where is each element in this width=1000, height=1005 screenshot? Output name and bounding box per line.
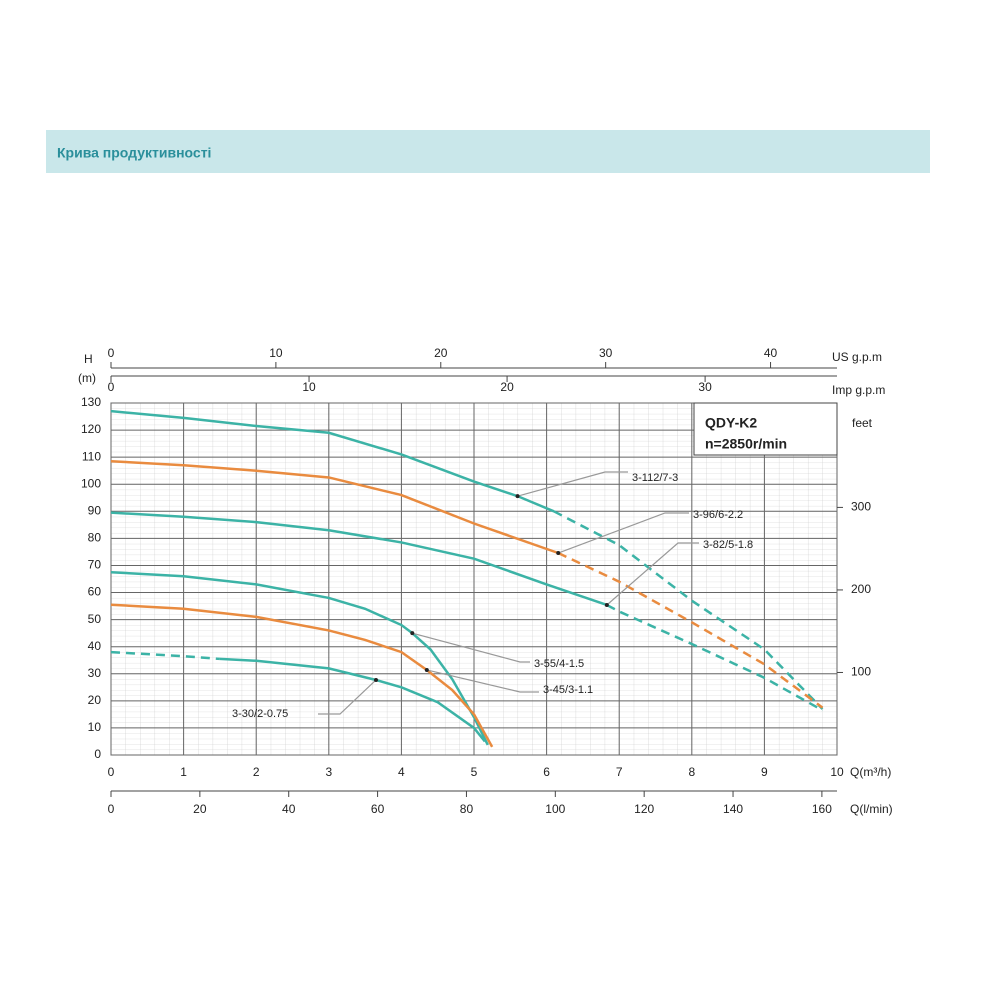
chart-title: QDY-K2 — [705, 415, 757, 431]
tick-label: 0 — [108, 802, 115, 816]
legend-label: 3-45/3-1.1 — [543, 684, 593, 696]
tick-label: 40 — [282, 802, 296, 816]
series-line — [110, 511, 608, 607]
title-box — [693, 402, 838, 456]
y-tick-label: 120 — [81, 422, 101, 436]
tick-label: 30 — [599, 346, 613, 360]
tick-label: 300 — [851, 500, 871, 514]
x-tick-label: 8 — [688, 765, 695, 779]
tick-label: 20 — [434, 346, 448, 360]
tick-label: 100 — [851, 665, 871, 679]
y-axis-label: (m) — [78, 371, 96, 385]
l-min-label: Q(l/min) — [850, 802, 893, 816]
series-line — [553, 510, 824, 710]
anchor-dot — [410, 631, 415, 636]
tick-label: 20 — [193, 802, 207, 816]
tick-label: 0 — [108, 380, 115, 394]
series-line — [219, 657, 486, 743]
grid — [110, 402, 838, 756]
tick-label: 80 — [460, 802, 474, 816]
leader-line — [606, 542, 699, 606]
series-line — [110, 650, 220, 661]
series-line — [110, 570, 489, 746]
tick-label: 30 — [698, 380, 712, 394]
anchor-dot — [604, 602, 609, 607]
x-tick-label: 2 — [253, 765, 260, 779]
x-tick-label: 9 — [761, 765, 768, 779]
y-tick-label: 100 — [81, 476, 101, 490]
tick-label: 200 — [851, 582, 871, 596]
y-tick-label: 20 — [88, 693, 102, 707]
tick-label: 160 — [812, 802, 832, 816]
legend-label: 3-55/4-1.5 — [534, 658, 584, 670]
y-tick-label: 10 — [88, 720, 102, 734]
header-bar — [46, 130, 930, 173]
anchor-dot — [424, 667, 429, 672]
tick-label: 60 — [371, 802, 385, 816]
series-line — [606, 603, 824, 712]
anchor-dot — [515, 494, 520, 499]
legend-label: 3-82/5-1.8 — [703, 539, 753, 551]
tick-label: 10 — [302, 380, 316, 394]
y-tick-label: 90 — [88, 503, 102, 517]
x-tick-label: 1 — [180, 765, 187, 779]
legend-label: 3-96/6-2.2 — [693, 509, 743, 521]
x-tick-label: 6 — [543, 765, 550, 779]
y-tick-label: 110 — [82, 449, 101, 463]
legend-label: 3-30/2-0.75 — [232, 708, 288, 720]
leader-line — [517, 471, 628, 497]
y-tick-label: 30 — [88, 666, 102, 680]
x-axis-label: Q(m³/h) — [850, 765, 891, 779]
anchor-dot — [556, 551, 561, 556]
y-tick-label: 130 — [81, 395, 101, 409]
curves — [110, 409, 824, 748]
tick-label: 100 — [545, 802, 565, 816]
y-tick-label: 70 — [88, 558, 102, 572]
tick-label: 0 — [108, 346, 115, 360]
tick-label: 40 — [764, 346, 778, 360]
feet-label: feet — [852, 416, 873, 430]
anchor-dot — [373, 677, 378, 682]
tick-label: 120 — [634, 802, 654, 816]
x-tick-label: 10 — [830, 765, 844, 779]
header-title: Крива продуктивності — [57, 145, 211, 161]
legend-label: 3-112/7-3 — [632, 472, 678, 484]
x-tick-label: 0 — [108, 765, 115, 779]
y-tick-label: 60 — [88, 585, 102, 599]
tick-label: 10 — [269, 346, 283, 360]
series-line — [110, 409, 555, 513]
x-tick-label: 5 — [471, 765, 478, 779]
leader-line — [426, 669, 539, 693]
y-tick-label: 0 — [94, 747, 101, 761]
x-tick-label: 4 — [398, 765, 405, 779]
y-axis-label: H — [84, 352, 93, 366]
x-tick-label: 3 — [325, 765, 332, 779]
imp-gpm-label: Imp g.p.m — [832, 383, 885, 397]
series-line — [557, 551, 824, 709]
us-gpm-label: US g.p.m — [832, 350, 882, 364]
y-tick-label: 80 — [88, 531, 102, 545]
chart-subtitle: n=2850r/min — [705, 436, 787, 452]
leader-line — [412, 632, 530, 663]
y-tick-label: 50 — [88, 612, 102, 626]
leader-line — [558, 512, 689, 554]
leader-line — [318, 679, 377, 715]
y-tick-label: 40 — [88, 639, 102, 653]
tick-label: 20 — [500, 380, 514, 394]
series-line — [110, 459, 559, 555]
tick-label: 140 — [723, 802, 743, 816]
series-line — [110, 603, 494, 748]
x-tick-label: 7 — [616, 765, 623, 779]
